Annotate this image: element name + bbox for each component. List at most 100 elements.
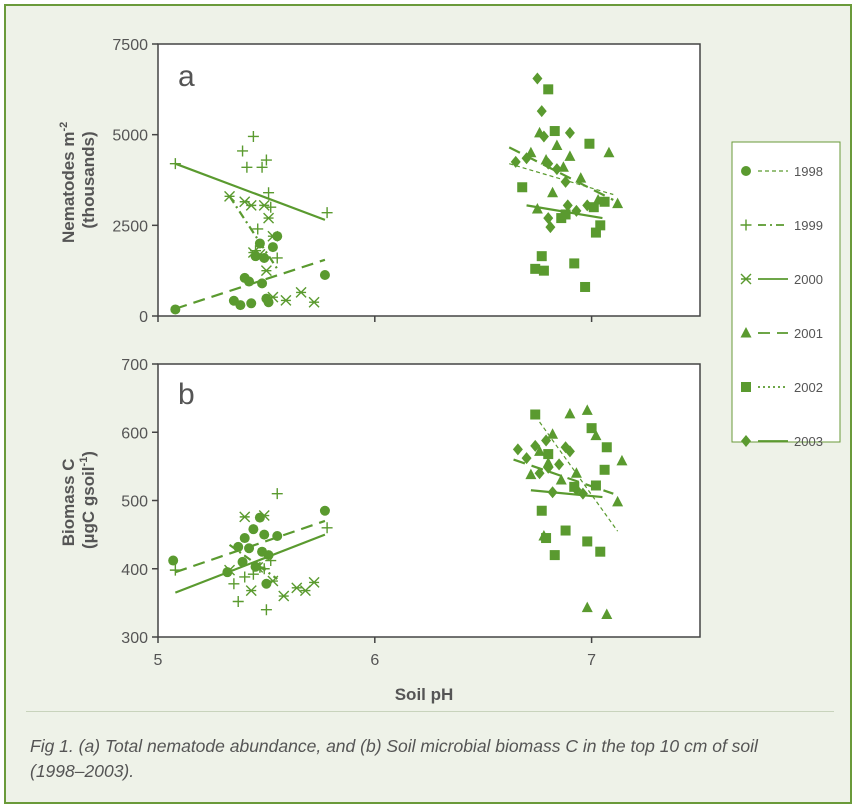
panel-b-point-square [601,442,612,453]
panel-b-point-triangle [616,454,628,466]
panel-a-point-plus [263,187,275,199]
panel-b-point-triangle [612,495,624,507]
panel-b-point-diamond [530,439,541,452]
panel-b-point-asterisk [258,510,270,522]
panel-a-point-diamond [564,126,575,139]
panel-b-point-asterisk [291,582,303,594]
panel-a-point-diamond [543,212,554,225]
panel-b-x-tick-label: 6 [370,652,379,669]
panel-a-point-circle [244,276,255,287]
panel-a-point-asterisk [224,190,236,202]
panel-a-point-square [536,251,547,262]
panel-b-point-triangle [581,601,593,613]
panel-a-point-square [549,126,560,137]
panel-a-point-triangle [603,146,615,158]
panel-a-point-asterisk [280,294,292,306]
legend-label-2001: 2001 [794,326,823,341]
panel-b-point-diamond [521,452,532,465]
panel-a-point-circle [254,238,265,249]
legend-box [731,141,841,443]
panel-b-point-circle [239,533,250,544]
panel-a-point-plus [265,201,277,213]
panel-a-point-plus [237,145,249,157]
panel-a-point-diamond [543,157,554,170]
panel-a-point-plus [271,252,283,264]
panel-b-point-square [582,536,593,547]
panel-b-trend-line-2003 [174,533,326,594]
panel-a-point-plus [260,154,272,166]
panel-b-y-tick-label: 500 [121,494,148,511]
panel-a-point-asterisk [254,248,266,260]
panel-a-y-tick-label: 7500 [112,37,148,54]
panel-a-point-plus [321,207,333,219]
panel-a-point-square [595,220,606,231]
panel-a-trend-line-2000 [174,162,326,221]
panel-a-plot-area [157,43,701,317]
legend-marker-1998 [741,166,751,176]
panel-b-point-triangle [570,467,582,478]
legend-label-2003: 2003 [794,434,823,449]
panel-b-point-diamond [564,445,575,458]
panel-a-point-asterisk [258,199,270,211]
panel-a-point-asterisk [308,296,320,308]
panel-b-point-triangle [601,608,613,619]
panel-b-y-tick-label: 700 [121,357,148,374]
panel-b-point-square [590,480,601,491]
panel-b-point-square [543,449,554,460]
panel-b-point-plus [260,604,272,616]
panel-a-layer: 0 2500 5000 7500 [112,37,624,326]
panel-b-layer: 300 400 500 600 700 5 6 7 [121,357,628,669]
panel-b-point-diamond [554,458,565,471]
legend-label-2000: 2000 [794,272,823,287]
panel-a-point-asterisk [267,291,279,303]
panel-a-point-circle [319,270,330,281]
panel-b-point-circle [233,541,244,552]
panel-b-trend-line-1999 [228,543,278,580]
panel-b-point-plus [228,578,240,590]
legend-marker-2000 [740,273,752,285]
panel-a-point-triangle [575,172,587,183]
panel-a-point-plus [252,223,264,235]
panel-b-point-square [541,533,552,544]
panel-a-point-plus [256,161,268,173]
panel-a-point-square [580,281,591,292]
panel-b-point-asterisk [224,564,236,576]
panel-a-point-circle [235,300,246,311]
panel-b-y-tick-label: 300 [121,630,148,647]
panel-a-point-diamond [536,105,547,118]
panel-a-point-square [543,84,554,95]
panel-a-point-diamond [521,152,532,165]
legend-marker-1999 [740,219,752,231]
panel-a-letter: a [178,60,195,93]
panel-b-point-circle [263,550,274,561]
panel-b-point-diamond [547,486,558,499]
panel-a-point-square [560,209,571,220]
legend-marker-2001 [740,327,752,338]
panel-a-point-triangle [531,203,543,214]
legend-marker-2002 [741,382,751,392]
panel-b-point-square [530,409,541,420]
panel-b-point-plus [258,563,270,575]
panel-a-point-circle [170,304,181,315]
panel-a-point-plus [169,158,181,170]
panel-a-point-square [590,227,601,238]
panel-b-point-diamond [541,434,552,447]
panel-b-point-diamond [543,461,554,474]
panel-b-point-triangle [581,404,593,415]
panel-b-point-triangle [555,474,567,485]
figure-caption: Fig 1. (a) Total nematode abundance, and… [30,736,758,781]
panel-a-point-triangle [564,150,576,161]
panel-a-point-square [530,263,541,274]
panel-b-point-circle [272,530,283,541]
caption-divider [26,711,834,712]
panel-a-point-plus [247,130,259,142]
legend-marker-2003 [741,435,751,447]
panel-a-point-triangle [547,186,559,198]
panel-b-point-asterisk [278,590,290,602]
panel-a-point-asterisk [295,286,307,298]
panel-b-point-circle [237,556,248,567]
panel-a-point-circle [267,242,278,253]
panel-a-point-triangle [551,139,563,151]
panel-a-point-square [599,196,610,207]
panel-b-point-plus [232,596,244,608]
